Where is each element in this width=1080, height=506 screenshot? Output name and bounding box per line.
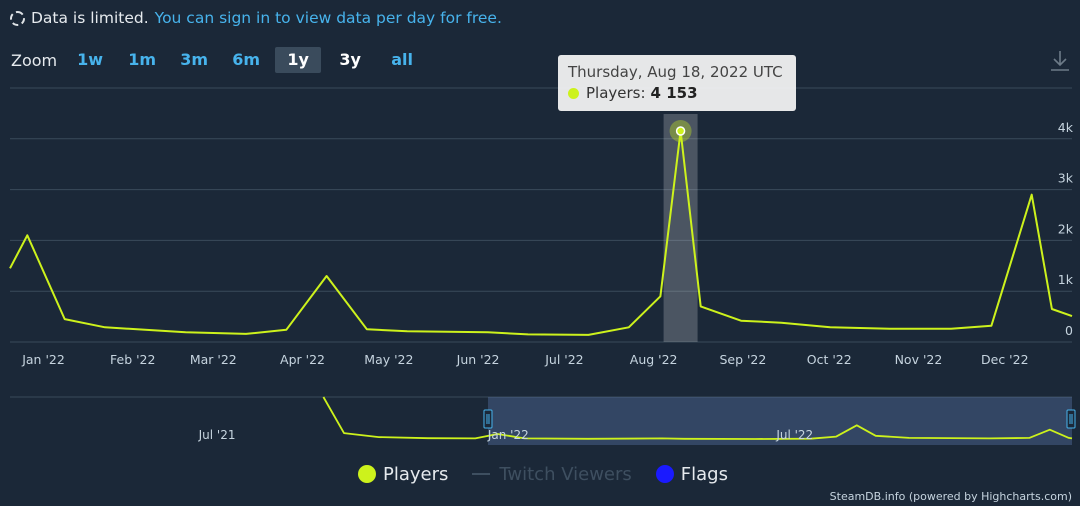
navigator-x-tick-label: Jul '22 — [775, 428, 813, 442]
x-tick-label: Jun '22 — [456, 352, 500, 367]
y-tick-label: 3k — [1058, 171, 1074, 186]
legend-dot-icon — [358, 465, 376, 483]
x-tick-label: Aug '22 — [630, 352, 678, 367]
legend-label: Twitch Viewers — [499, 463, 632, 485]
legend-item-flags[interactable]: Flags — [655, 463, 728, 485]
loading-circle-icon — [10, 10, 25, 26]
legend-label: Players — [383, 463, 449, 485]
legend-item-players[interactable]: Players — [358, 464, 448, 485]
y-tick-label: 1k — [1058, 272, 1074, 287]
highlight-point — [675, 126, 686, 136]
zoom-selector: Zoom 1w 1m 3m 6m 1y 3y all — [11, 47, 431, 73]
navigator-x-tick-label: Jan '22 — [487, 428, 529, 442]
navigator-handle[interactable] — [483, 409, 493, 429]
y-tick-label: 4k — [1058, 120, 1074, 135]
x-tick-label: Apr '22 — [280, 352, 325, 367]
x-tick-label: Feb '22 — [110, 352, 155, 367]
download-icon[interactable] — [1048, 49, 1072, 73]
x-tick-label: Oct '22 — [807, 352, 852, 367]
navigator-selection — [487, 397, 1072, 445]
legend-item-twitch-viewers[interactable]: Twitch Viewers — [472, 463, 632, 485]
tooltip-date: Thursday, Aug 18, 2022 UTC — [568, 63, 783, 81]
sign-in-link[interactable]: You can sign in to view data per day for… — [154, 9, 502, 27]
tooltip-series-label: Players: — [586, 84, 646, 102]
data-limited-text: Data is limited. — [31, 9, 149, 27]
x-tick-label: May '22 — [364, 352, 413, 367]
x-tick-label: Mar '22 — [190, 352, 237, 367]
data-limited-notice: Data is limited. You can sign in to view… — [10, 7, 502, 29]
zoom-all-button[interactable]: all — [391, 50, 413, 69]
chart-tooltip: Thursday, Aug 18, 2022 UTC Players: 4 15… — [558, 55, 796, 111]
navigator-x-tick-label: Jul '21 — [198, 428, 236, 442]
tooltip-series-dot — [568, 87, 579, 99]
zoom-1w-button[interactable]: 1w — [77, 50, 104, 69]
chart-legend: Players Twitch Viewers Flags — [358, 462, 752, 486]
x-tick-label: Jul '22 — [544, 352, 583, 367]
chart-credits[interactable]: SteamDB.info (powered by Highcharts.com) — [829, 490, 1072, 503]
zoom-1m-button[interactable]: 1m — [128, 50, 157, 69]
tooltip-value: 4 153 — [650, 84, 698, 102]
players-series-line — [9, 130, 1073, 336]
legend-label: Flags — [680, 463, 728, 485]
legend-dot-icon — [655, 465, 674, 483]
x-tick-label: Dec '22 — [981, 352, 1029, 367]
y-tick-label: 0 — [1065, 323, 1073, 338]
x-tick-label: Nov '22 — [895, 352, 943, 367]
zoom-3m-button[interactable]: 3m — [180, 50, 209, 69]
x-tick-label: Sep '22 — [719, 352, 766, 367]
y-tick-label: 2k — [1058, 221, 1074, 236]
navigator-handle[interactable] — [1066, 409, 1076, 429]
legend-line-icon — [472, 473, 491, 475]
zoom-label: Zoom — [11, 50, 58, 70]
x-tick-label: Jan '22 — [21, 352, 65, 367]
navigator-series-line — [322, 396, 1073, 440]
zoom-6m-button[interactable]: 6m — [232, 50, 261, 69]
zoom-3y-button[interactable]: 3y — [339, 50, 361, 69]
zoom-1y-button[interactable]: 1y — [275, 47, 322, 73]
